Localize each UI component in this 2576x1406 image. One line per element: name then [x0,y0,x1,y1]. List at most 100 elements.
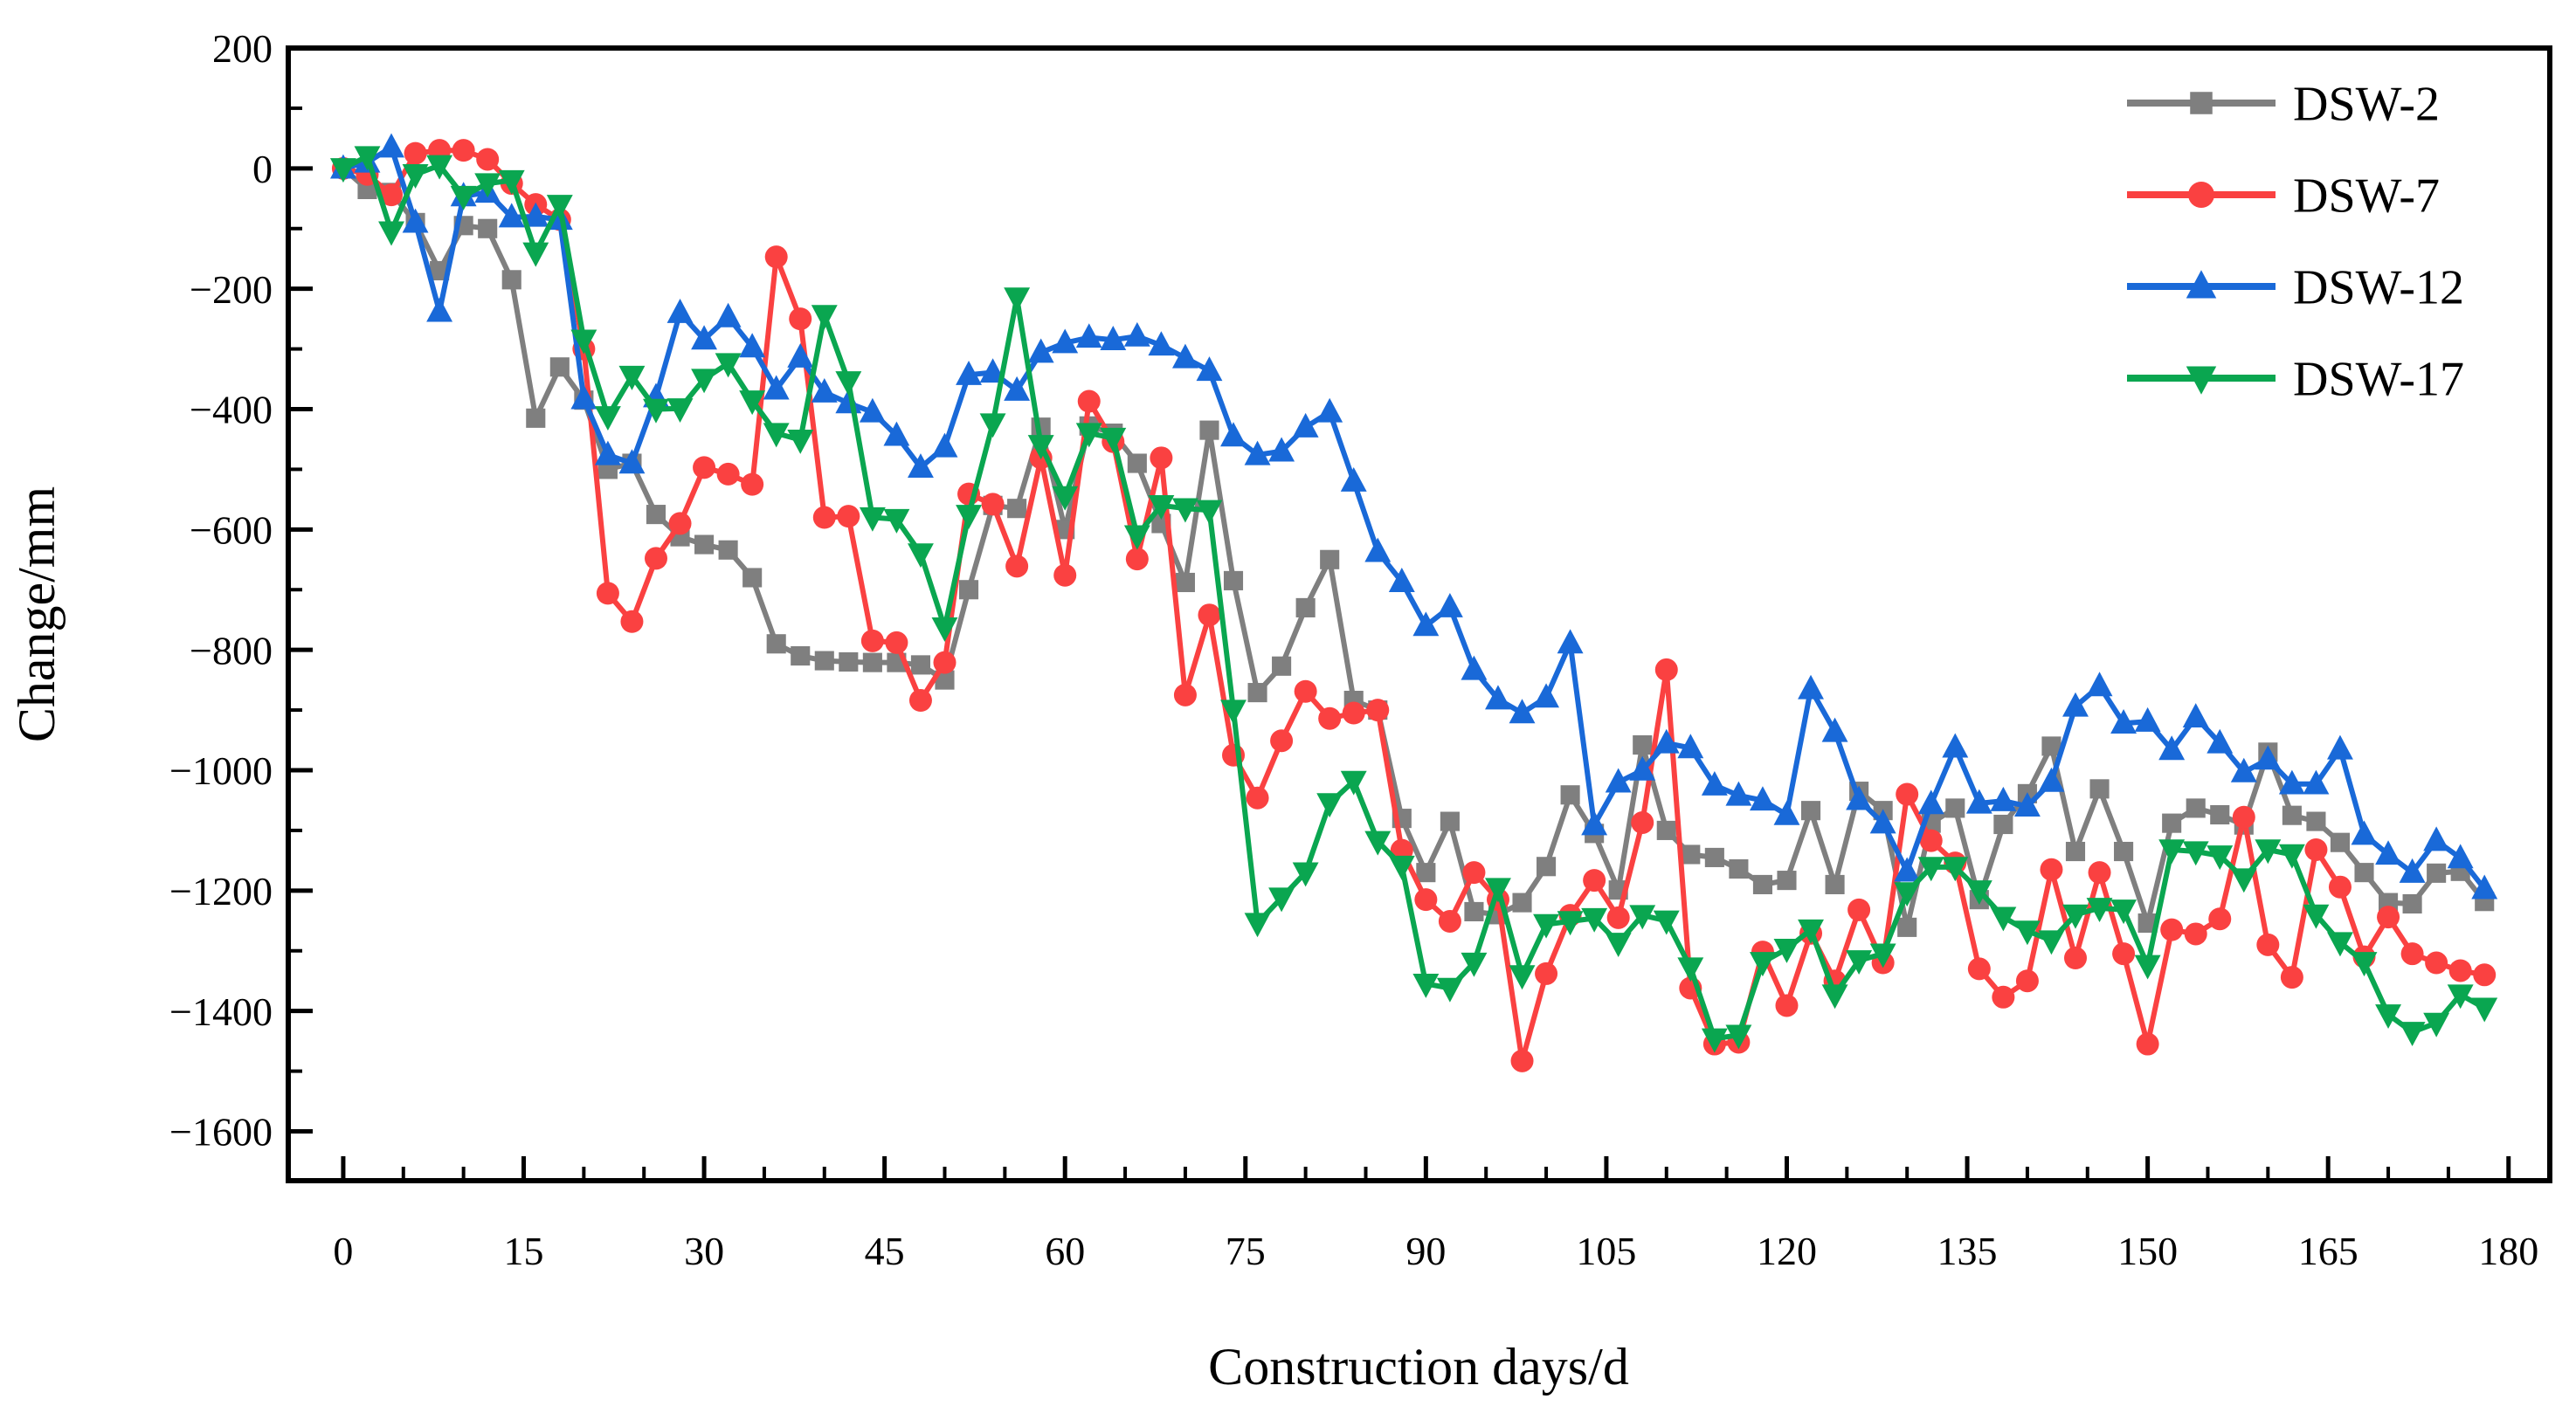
marker-triangle-up [1557,629,1584,654]
marker-square [2354,863,2374,883]
marker-triangle-down [1461,952,1488,977]
marker-square [2137,913,2158,934]
marker-circle [1631,810,1654,834]
marker-triangle-down [2182,841,2209,866]
marker-triangle-down [1388,855,1415,880]
marker-triangle-down [522,242,549,267]
marker-triangle-up [1292,412,1319,438]
marker-circle [716,462,740,486]
marker-triangle-up [691,325,718,350]
marker-triangle-down [618,365,646,390]
marker-square [766,634,786,654]
marker-circle [2088,861,2111,885]
marker-triangle-down [1557,911,1584,936]
marker-triangle-up [498,203,525,228]
marker-triangle-up [1605,768,1632,793]
marker-circle [1125,548,1149,571]
marker-square [1945,798,1965,818]
marker-triangle-up [2471,874,2498,899]
marker-triangle-up [2062,692,2089,717]
legend-item-dsw-7: DSW-7 [2127,169,2440,224]
marker-square [2190,92,2213,114]
marker-square [862,652,882,672]
marker-circle [1077,389,1101,413]
marker-circle [2063,947,2087,970]
marker-circle [2184,922,2207,946]
marker-triangle-down [426,155,453,180]
marker-triangle-up [715,302,742,327]
marker-circle [2304,837,2328,861]
marker-triangle-down [1364,831,1392,856]
marker-triangle-up [2230,757,2257,782]
marker-circle [1173,683,1197,706]
x-tick-label: 180 [2478,1229,2538,1273]
marker-circle [981,493,1005,516]
marker-triangle-down [1846,950,1873,975]
x-axis-title: Construction days/d [1208,1338,1629,1396]
marker-triangle-down [1004,287,1031,313]
marker-square [1825,874,1845,894]
marker-triangle-up [1581,810,1608,836]
y-tick-label: −1600 [169,1110,273,1154]
marker-triangle-up [1869,809,1896,834]
y-tick-label: −1000 [169,748,273,793]
marker-circle [452,139,475,162]
y-tick-label: 200 [212,26,273,71]
marker-triangle-up [402,208,429,233]
marker-triangle-up [2134,706,2161,732]
marker-triangle-up [1846,785,1873,810]
marker-triangle-up [1196,356,1223,382]
marker-triangle-up [1004,376,1031,401]
marker-square [1440,811,1460,831]
marker-circle [380,183,404,207]
marker-triangle-down [1436,977,1463,1003]
marker-triangle-down [1100,427,1127,452]
marker-triangle-down [2303,904,2330,929]
marker-triangle-up [2013,792,2041,817]
marker-triangle-down [1869,943,1896,968]
marker-triangle-up [2351,820,2378,845]
marker-triangle-down [2134,955,2161,980]
marker-triangle-down [2038,930,2065,955]
marker-circle [1294,679,1317,703]
marker-triangle-up [1364,537,1392,562]
marker-square [501,270,521,290]
marker-circle [1896,782,1919,806]
marker-triangle-down [2110,899,2137,925]
marker-triangle-up [859,397,886,423]
marker-triangle-up [883,421,910,446]
marker-triangle-up [2278,769,2305,795]
marker-triangle-down [546,195,573,220]
marker-triangle-up [811,377,838,403]
marker-circle [1510,1049,1534,1072]
marker-triangle-up [1412,611,1440,637]
marker-triangle-down [1917,857,1944,882]
marker-circle [1318,706,1342,730]
y-tick-label: −800 [190,628,273,672]
marker-triangle-down [2327,932,2353,957]
marker-square [2186,798,2206,818]
marker-triangle-down [691,369,718,394]
marker-triangle-up [2327,734,2353,760]
marker-triangle-down [1605,933,1632,958]
marker-triangle-down [1148,495,1175,520]
marker-circle [404,141,427,165]
marker-triangle-up [666,298,694,323]
marker-triangle-down [859,507,886,532]
legend-label: DSW-17 [2293,353,2464,407]
marker-triangle-down [1052,486,1079,511]
marker-triangle-down [1942,857,1969,882]
marker-triangle-down [883,508,910,534]
marker-circle [1992,985,2015,1009]
marker-triangle-down [2255,839,2282,865]
marker-square [1320,549,1340,569]
marker-triangle-up [1388,568,1415,592]
marker-triangle-down [666,398,694,424]
marker-circle [2160,918,2184,941]
marker-triangle-down [2186,366,2217,395]
marker-triangle-down [1171,498,1198,523]
marker-square [1007,499,1027,519]
marker-triangle-down [2062,904,2089,929]
marker-square [2427,863,2447,883]
marker-triangle-up [2303,769,2330,795]
